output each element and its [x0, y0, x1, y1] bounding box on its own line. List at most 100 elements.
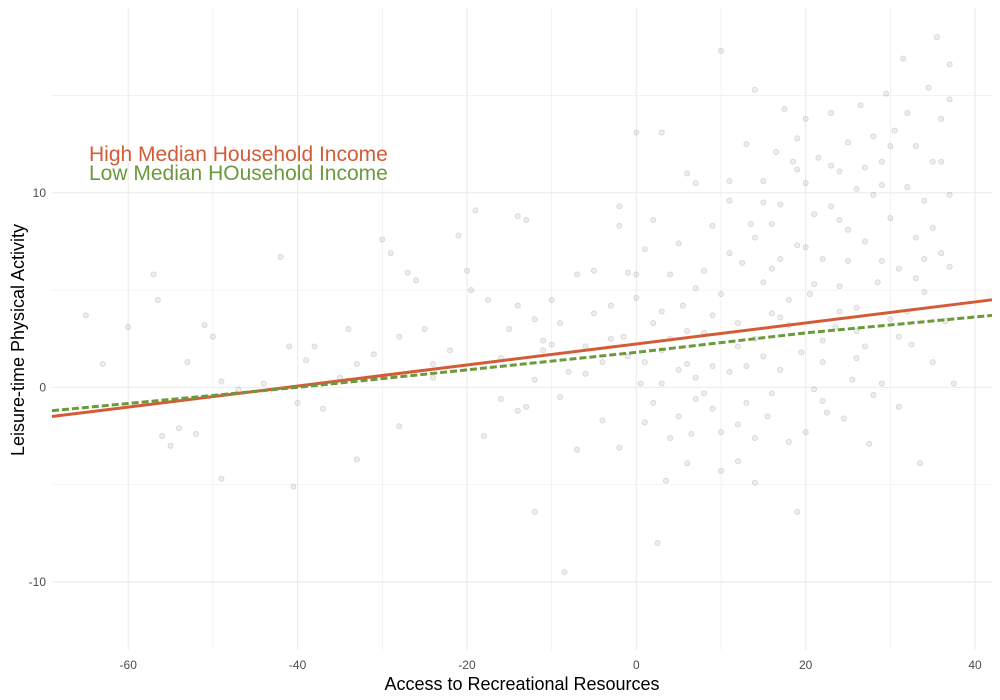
data-point [802, 429, 809, 436]
data-point [616, 222, 623, 229]
data-point [404, 269, 411, 276]
data-point [777, 201, 784, 208]
data-point [430, 374, 437, 381]
data-point [866, 440, 873, 447]
data-point [557, 394, 564, 401]
data-point [641, 359, 648, 366]
data-point [794, 135, 801, 142]
data-point [849, 376, 856, 383]
data-point [692, 374, 699, 381]
data-point [353, 456, 360, 463]
data-point [747, 220, 754, 227]
x-tick-labels: -60 -40 -20 0 20 40 [120, 658, 983, 672]
data-point [599, 417, 606, 424]
x-tick-label: -40 [289, 658, 307, 672]
data-point [777, 366, 784, 373]
x-tick-label: 40 [968, 658, 982, 672]
data-point [718, 429, 725, 436]
data-point [218, 475, 225, 482]
data-point [176, 425, 183, 432]
data-point [912, 275, 919, 282]
data-point [887, 215, 894, 222]
data-point [811, 281, 818, 288]
data-point [607, 302, 614, 309]
x-tick-label: -60 [120, 658, 138, 672]
data-point [764, 413, 771, 420]
data-point [921, 255, 928, 262]
data-point [802, 180, 809, 187]
data-point [785, 438, 792, 445]
data-point [777, 314, 784, 321]
data-point [650, 320, 657, 327]
data-point [743, 141, 750, 148]
data-point [751, 86, 758, 93]
data-point [514, 213, 521, 220]
data-point [726, 197, 733, 204]
data-point [633, 129, 640, 136]
data-point [828, 110, 835, 117]
data-point [396, 423, 403, 430]
data-point [557, 320, 564, 327]
data-point [802, 115, 809, 122]
data-point [895, 403, 902, 410]
data-point [624, 353, 631, 360]
data-point [794, 508, 801, 515]
data-point [768, 220, 775, 227]
data-point [654, 540, 661, 547]
data-point [853, 355, 860, 362]
data-point [150, 271, 157, 278]
data-point [218, 378, 225, 385]
data-point [819, 255, 826, 262]
y-tick-labels: -10 0 10 [29, 186, 47, 589]
data-point [828, 162, 835, 169]
data-point [878, 182, 885, 189]
data-point [260, 380, 267, 387]
data-point [773, 148, 780, 155]
data-point [768, 390, 775, 397]
data-point [413, 277, 420, 284]
data-point [633, 271, 640, 278]
data-point [684, 460, 691, 467]
data-point [468, 287, 475, 294]
data-point [662, 477, 669, 484]
data-point [751, 234, 758, 241]
data-point [167, 442, 174, 449]
data-point [633, 294, 640, 301]
data-point [760, 178, 767, 185]
data-point [836, 308, 843, 315]
data-point [900, 55, 907, 62]
data-point [531, 316, 538, 323]
data-point [938, 115, 945, 122]
data-point [345, 325, 352, 332]
data-point [709, 312, 716, 319]
data-point [311, 343, 318, 350]
major-gridlines [52, 8, 992, 650]
data-point [294, 399, 301, 406]
data-point [836, 217, 843, 224]
data-point [760, 279, 767, 286]
data-point [819, 337, 826, 344]
data-point [688, 431, 695, 438]
data-point [726, 250, 733, 257]
data-point [154, 296, 161, 303]
data-point [574, 271, 581, 278]
data-point [857, 102, 864, 109]
y-tick-label: 0 [39, 380, 46, 394]
data-point [531, 376, 538, 383]
data-point [497, 396, 504, 403]
data-point [692, 396, 699, 403]
data-point [82, 312, 89, 319]
data-point [599, 359, 606, 366]
data-point [853, 304, 860, 311]
data-point [789, 158, 796, 165]
data-point [692, 285, 699, 292]
data-point [734, 343, 741, 350]
data-point [480, 432, 487, 439]
data-point [832, 324, 839, 331]
data-point [472, 207, 479, 214]
data-point [430, 361, 437, 368]
data-point [701, 267, 708, 274]
data-point [802, 244, 809, 251]
low-income-trend-line [51, 313, 993, 413]
data-point [616, 444, 623, 451]
